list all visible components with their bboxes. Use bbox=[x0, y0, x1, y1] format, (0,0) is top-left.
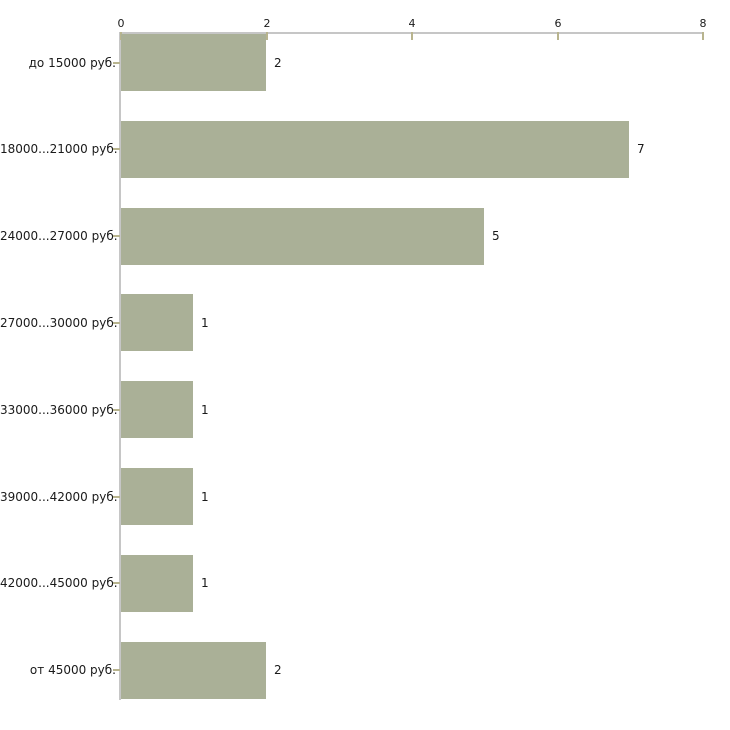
x-tick-label: 6 bbox=[554, 17, 562, 30]
x-tick-mark bbox=[557, 32, 559, 40]
bar-value-label: 1 bbox=[201, 403, 209, 417]
bar bbox=[121, 468, 193, 525]
y-tick-mark bbox=[113, 669, 120, 671]
bar bbox=[121, 381, 193, 438]
bar bbox=[121, 34, 266, 91]
bar-value-label: 1 bbox=[201, 576, 209, 590]
bar-value-label: 1 bbox=[201, 316, 209, 330]
category-label: 33000...36000 руб. bbox=[0, 403, 118, 417]
bar-value-label: 2 bbox=[274, 56, 282, 70]
category-label: 39000...42000 руб. bbox=[0, 490, 118, 504]
y-tick-mark bbox=[113, 496, 120, 498]
category-label: 27000...30000 руб. bbox=[0, 316, 118, 330]
bar-value-label: 5 bbox=[492, 229, 500, 243]
x-tick-label: 4 bbox=[408, 17, 416, 30]
y-axis-line bbox=[119, 32, 121, 700]
bar bbox=[121, 121, 629, 178]
category-label: 42000...45000 руб. bbox=[0, 576, 118, 590]
bar bbox=[121, 208, 484, 265]
category-label: до 15000 руб. bbox=[28, 56, 116, 70]
y-tick-mark bbox=[113, 235, 120, 237]
y-tick-mark bbox=[113, 148, 120, 150]
x-tick-label: 2 bbox=[263, 17, 271, 30]
y-tick-mark bbox=[113, 322, 120, 324]
y-tick-mark bbox=[113, 409, 120, 411]
x-tick-label: 0 bbox=[117, 17, 125, 30]
category-label: 18000...21000 руб. bbox=[0, 142, 118, 156]
bar bbox=[121, 294, 193, 351]
category-label: 24000...27000 руб. bbox=[0, 229, 118, 243]
x-tick-mark bbox=[411, 32, 413, 40]
y-tick-mark bbox=[113, 62, 120, 64]
category-label: от 45000 руб. bbox=[29, 663, 116, 677]
x-tick-mark bbox=[702, 32, 704, 40]
bar bbox=[121, 642, 266, 699]
bar-value-label: 1 bbox=[201, 490, 209, 504]
bar-value-label: 2 bbox=[274, 663, 282, 677]
y-tick-mark bbox=[113, 582, 120, 584]
bar-value-label: 7 bbox=[637, 142, 645, 156]
bar bbox=[121, 555, 193, 612]
x-tick-label: 8 bbox=[699, 17, 707, 30]
x-tick-mark bbox=[266, 32, 268, 40]
